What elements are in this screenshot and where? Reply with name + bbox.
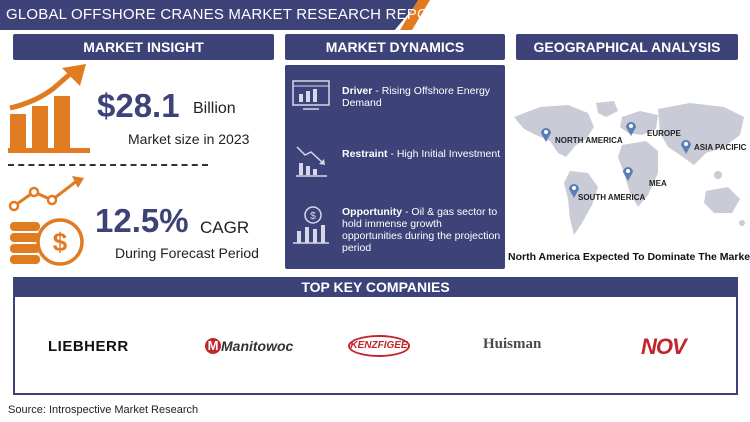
region-label-asia-pacific: ASIA PACIFIC	[694, 143, 747, 152]
source-footnote: Source: Introspective Market Research	[8, 404, 199, 416]
cagr-value: 12.5%	[95, 202, 189, 239]
driver-monitor-icon	[291, 79, 331, 118]
market-dynamics-panel: Driver - Rising Offshore Energy Demand R…	[285, 65, 505, 269]
opportunity-growth-icon: $	[291, 205, 331, 250]
top-companies-box	[13, 277, 738, 395]
restraint-text: Restraint - High Initial Investment	[342, 148, 501, 160]
market-size-caption: Market size in 2023	[128, 131, 250, 147]
growth-bar-chart-icon	[6, 64, 96, 161]
cagr-unit: CAGR	[200, 218, 250, 237]
title-banner	[0, 0, 420, 30]
map-pin-north-america	[540, 126, 552, 147]
cagr-caption: During Forecast Period	[115, 245, 259, 261]
driver-text: Driver - Rising Offshore Energy Demand	[342, 85, 491, 109]
insight-divider	[8, 164, 208, 166]
market-size-unit: Billion	[193, 100, 236, 117]
geographical-analysis-heading: GEOGRAPHICAL ANALYSIS	[516, 34, 738, 60]
region-label-europe: EUROPE	[647, 129, 681, 138]
region-label-south-america: SOUTH AMERICA	[578, 193, 646, 202]
market-dynamics-heading: MARKET DYNAMICS	[285, 34, 505, 60]
market-size-value: $28.1	[97, 87, 180, 124]
manitowoc-logo: M Manitowoc	[205, 337, 293, 355]
coin-growth-icon: $	[8, 176, 88, 273]
map-pin-south-america	[568, 182, 580, 203]
page-title: GLOBAL OFFSHORE CRANES MARKET RESEARCH R…	[6, 6, 449, 23]
geography-caption: North America Expected To Dominate The M…	[508, 251, 750, 263]
declining-chart-icon	[293, 143, 329, 184]
world-map	[510, 95, 750, 250]
map-pin-europe	[625, 120, 637, 141]
map-pin-asia-pacific	[680, 138, 692, 159]
opportunity-text: Opportunity - Oil & gas sector to hold i…	[342, 206, 501, 254]
kenzfigee-logo: KENZFIGEE	[348, 335, 410, 357]
liebherr-logo: LIEBHERR	[48, 338, 129, 355]
nov-logo: NOV	[641, 334, 687, 359]
top-companies-heading: TOP KEY COMPANIES	[13, 277, 738, 297]
svg-text:$: $	[310, 211, 316, 222]
market-insight-heading: MARKET INSIGHT	[13, 34, 274, 60]
region-label-north-america: NORTH AMERICA	[555, 136, 623, 145]
svg-text:$: $	[53, 227, 68, 257]
map-pin-mea	[622, 165, 634, 186]
region-label-mea: MEA	[649, 179, 667, 188]
huisman-logo: Huisman	[483, 336, 542, 352]
